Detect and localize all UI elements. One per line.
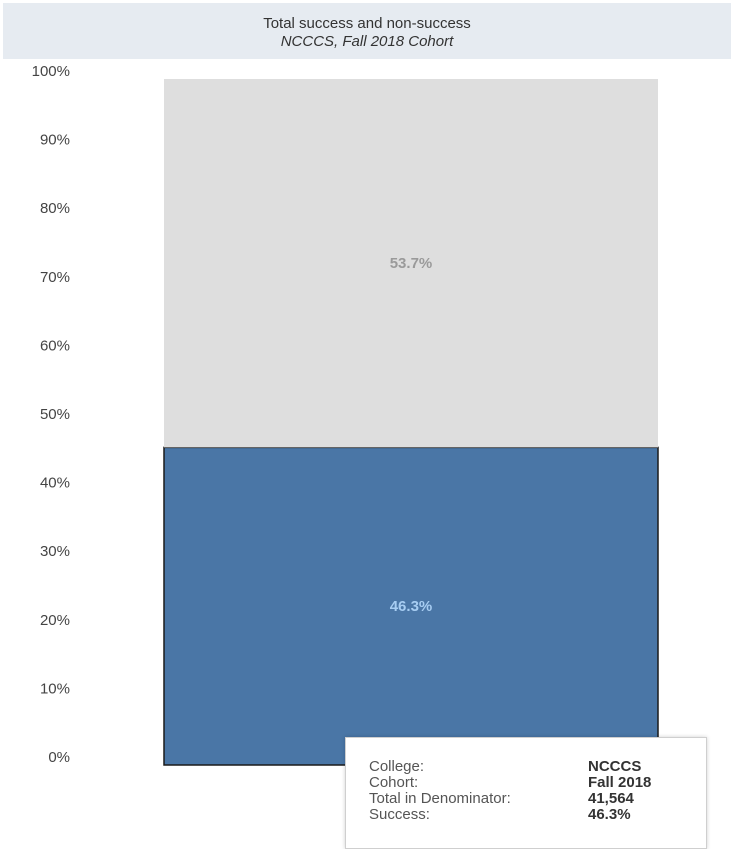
- chart-title: Total success and non-success: [263, 15, 471, 32]
- tooltip-row-success: Success: 46.3%: [369, 807, 631, 823]
- tooltip-value: Fall 2018: [588, 774, 652, 791]
- y-tick-label: 60%: [40, 337, 70, 354]
- tooltip-value: NCCCS: [588, 758, 642, 775]
- tooltip-label: Cohort:: [369, 774, 419, 791]
- y-tick-label: 70%: [40, 269, 70, 286]
- y-tick-label: 30%: [40, 543, 70, 560]
- tooltip-value: 46.3%: [588, 806, 631, 823]
- y-tick-label: 0%: [48, 749, 70, 766]
- chart-subtitle: NCCCS, Fall 2018 Cohort: [280, 33, 454, 50]
- chart-title-bar: Total success and non-success NCCCS, Fal…: [3, 3, 731, 59]
- tooltip-row-cohort: Cohort: Fall 2018: [369, 775, 651, 791]
- tooltip-row-college: College: NCCCS: [369, 759, 641, 775]
- y-tick-label: 10%: [40, 680, 70, 697]
- bar-data-label: 53.7%: [390, 255, 433, 272]
- y-tick-label: 90%: [40, 132, 70, 149]
- tooltip-row-denominator: Total in Denominator: 41,564: [369, 791, 634, 807]
- tooltip-value: 41,564: [588, 790, 634, 807]
- y-tick-label: 50%: [40, 406, 70, 423]
- y-tick-label: 80%: [40, 200, 70, 217]
- y-tick-label: 40%: [40, 475, 70, 492]
- tooltip-label: College:: [369, 758, 425, 775]
- y-tick-label: 20%: [40, 612, 70, 629]
- tooltip-label: Total in Denominator:: [369, 790, 511, 807]
- bar-segment-success[interactable]: [163, 446, 659, 766]
- bar-data-label: 46.3%: [390, 598, 433, 615]
- tooltip-label: Success:: [369, 806, 430, 823]
- bar-segment-non-success[interactable]: [164, 79, 658, 448]
- y-tick-label: 100%: [32, 63, 70, 80]
- tooltip: College: NCCCS Cohort: Fall 2018 Total in …: [345, 737, 707, 849]
